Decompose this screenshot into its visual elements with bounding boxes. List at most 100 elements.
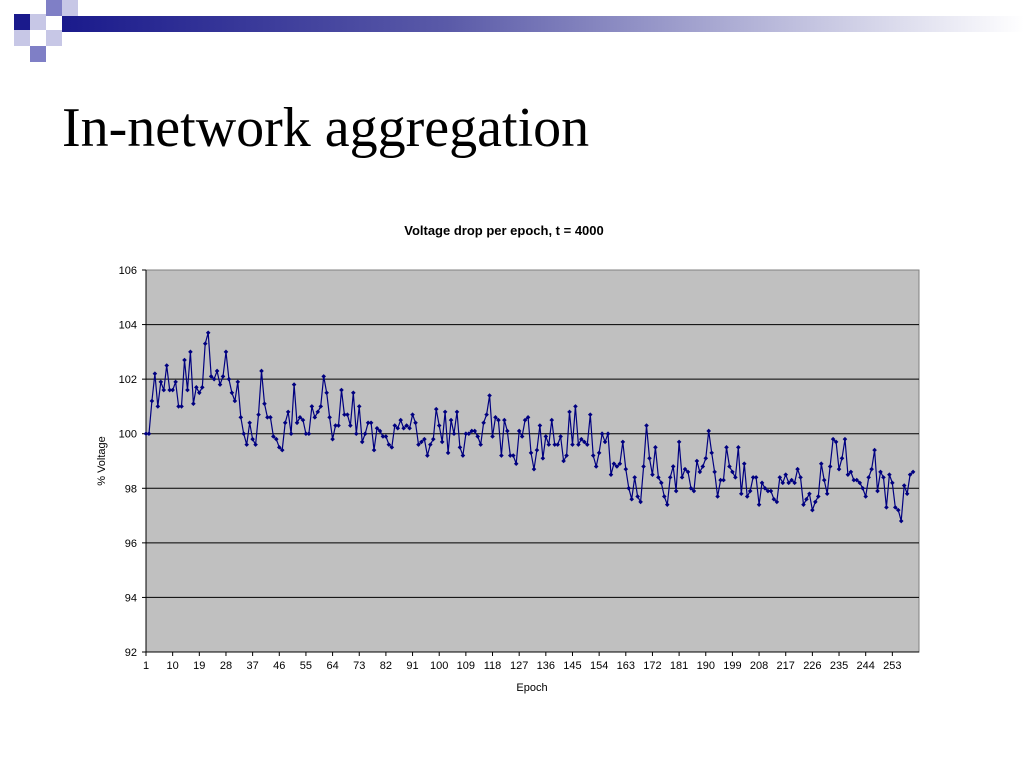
data-point <box>519 434 525 439</box>
data-point <box>422 436 427 442</box>
data-point <box>235 379 241 385</box>
x-tick-label: 19 <box>193 660 205 672</box>
x-tick-label: 82 <box>380 660 392 672</box>
data-point <box>771 496 777 502</box>
data-point <box>194 385 199 390</box>
data-point <box>259 368 264 374</box>
chart-title: Voltage drop per epoch, t = 4000 <box>404 223 604 238</box>
data-point <box>191 401 196 406</box>
data-point <box>244 442 249 447</box>
data-point <box>226 376 232 382</box>
data-point <box>753 475 759 480</box>
data-point <box>502 417 507 423</box>
data-point <box>653 445 658 450</box>
data-point <box>365 420 371 426</box>
data-point <box>493 415 498 420</box>
data-point <box>599 431 605 437</box>
x-tick-label: 127 <box>510 660 528 672</box>
data-point <box>540 455 546 461</box>
data-point <box>774 499 780 505</box>
data-point <box>647 455 652 461</box>
data-point <box>661 494 667 499</box>
slide-title: In-network aggregation <box>62 97 590 159</box>
data-point <box>149 398 155 404</box>
x-tick-label: 199 <box>723 660 741 672</box>
data-point <box>214 368 220 374</box>
data-point <box>425 453 430 458</box>
data-point <box>857 480 863 486</box>
series-markers <box>143 330 916 524</box>
data-point <box>804 496 809 502</box>
x-tick-label: 208 <box>750 660 768 672</box>
data-point <box>339 387 344 393</box>
data-point <box>383 434 389 439</box>
data-point <box>620 439 626 445</box>
data-point <box>282 420 288 426</box>
data-point <box>907 472 913 477</box>
data-point <box>682 466 688 472</box>
data-point <box>297 415 303 420</box>
data-point <box>759 480 765 486</box>
data-point <box>392 423 398 428</box>
data-point <box>351 390 356 396</box>
data-point <box>202 341 208 346</box>
x-tick-label: 64 <box>326 660 338 672</box>
data-point <box>842 436 848 442</box>
data-point <box>576 442 581 447</box>
data-point <box>632 475 637 480</box>
data-point <box>238 415 244 420</box>
data-point <box>644 423 649 428</box>
data-point <box>736 445 741 450</box>
data-point <box>336 423 341 428</box>
data-point <box>833 439 839 445</box>
x-tick-label: 28 <box>220 660 232 672</box>
data-point <box>173 379 178 385</box>
data-point <box>623 466 629 472</box>
data-point <box>377 428 383 434</box>
y-axis-ticks: 92 94 96 98 100 102 104 106 <box>119 265 146 659</box>
data-point <box>694 458 700 464</box>
data-point <box>463 431 469 437</box>
data-point <box>279 447 285 453</box>
data-point <box>573 404 578 409</box>
data-point <box>602 439 608 445</box>
data-point <box>780 480 786 486</box>
data-point <box>901 483 907 488</box>
data-point <box>487 393 492 398</box>
data-point <box>635 494 640 499</box>
data-point <box>789 477 794 483</box>
data-point <box>730 469 735 475</box>
data-point <box>522 417 528 423</box>
data-point <box>288 431 294 437</box>
data-point <box>910 469 916 475</box>
data-point <box>451 431 457 437</box>
x-tick-label: 226 <box>803 660 821 672</box>
data-point <box>158 379 164 385</box>
data-point <box>276 445 282 450</box>
data-point <box>561 458 566 464</box>
data-point <box>670 464 676 469</box>
data-point <box>306 431 312 437</box>
x-tick-label: 217 <box>777 660 795 672</box>
x-tick-label: 145 <box>563 660 581 672</box>
data-point <box>810 507 815 513</box>
data-point <box>718 477 723 483</box>
x-tick-label: 163 <box>617 660 635 672</box>
x-tick-label: 235 <box>830 660 848 672</box>
data-point <box>691 488 697 494</box>
data-point <box>217 382 223 387</box>
data-point <box>567 409 572 415</box>
data-point <box>253 442 258 447</box>
data-point <box>582 439 587 445</box>
data-point <box>271 434 276 439</box>
x-axis-label: Epoch <box>516 682 547 694</box>
y-tick-label: 92 <box>125 647 137 659</box>
data-point <box>898 518 904 524</box>
data-point <box>564 453 569 458</box>
data-point <box>587 412 593 417</box>
data-point <box>890 480 895 486</box>
data-point <box>546 442 552 447</box>
data-point <box>475 434 481 439</box>
data-point <box>801 502 806 507</box>
data-point <box>552 442 558 447</box>
